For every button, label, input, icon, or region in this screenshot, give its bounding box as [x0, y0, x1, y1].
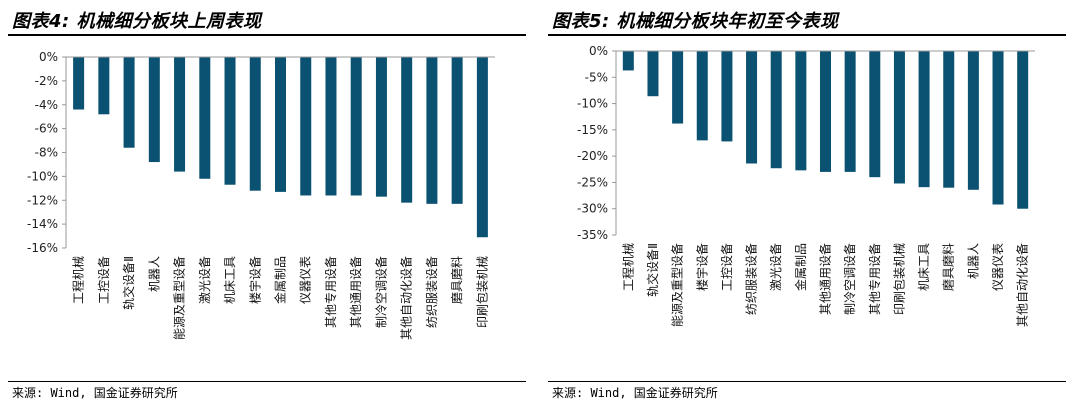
bar: [992, 51, 1004, 205]
right-source-note: 来源: Wind, 国金证券研究所: [552, 386, 718, 400]
bar: [98, 57, 110, 115]
y-tick-label: -30%: [577, 202, 608, 216]
y-tick-label: -2%: [35, 74, 58, 88]
y-tick-label: -35%: [577, 228, 608, 242]
bar: [647, 51, 659, 97]
right-source-rule: [548, 381, 1066, 382]
y-tick-label: -14%: [27, 217, 58, 231]
bar: [820, 51, 831, 172]
category-label: 轨交设备Ⅱ: [645, 243, 660, 297]
category-label: 激光设备: [198, 256, 212, 304]
bar: [148, 57, 160, 163]
category-label: 其他通用设备: [349, 256, 363, 328]
category-label: 机床工具: [917, 243, 931, 291]
category-label: 制冷空调设备: [843, 243, 857, 315]
category-label: 工控设备: [720, 243, 734, 291]
right-bar-chart: 0% -5% -10% -15% -20% -25% -30% -35% 工程机械 轨交设备Ⅱ 能源…: [577, 44, 1035, 327]
category-label: 仪器仪表: [991, 243, 1005, 291]
category-label: 金属制品: [273, 256, 288, 304]
bar: [426, 57, 438, 204]
category-label: 工程机械: [620, 243, 635, 291]
y-tick-label: 0%: [589, 44, 608, 58]
category-label: 激光设备: [769, 243, 783, 291]
bar: [174, 57, 186, 172]
left-chart-panel: 图表4: 机械细分板块上周表现 0% -2% -4% -6% -8% -10% -12% -1…: [8, 11, 526, 400]
category-label: 楼宇设备: [247, 256, 262, 304]
y-tick-label: -25%: [577, 175, 608, 189]
bar: [350, 57, 362, 196]
bar: [770, 51, 782, 169]
bar: [622, 51, 634, 71]
category-label: 机器人: [147, 256, 161, 292]
category-label: 其他专用设备: [323, 256, 338, 328]
category-label: 其他通用设备: [819, 243, 833, 315]
left-title-rule: [8, 34, 526, 36]
bar: [401, 57, 413, 203]
bar: [451, 57, 463, 204]
bar: [918, 51, 930, 188]
y-tick-label: -16%: [27, 241, 58, 255]
bar: [1017, 51, 1029, 209]
bar: [967, 51, 979, 190]
left-chart-title: 图表4: 机械细分板块上周表现: [12, 11, 262, 32]
right-chart-panel: 图表5: 机械细分板块年初至今表现 0% -5% -10% -15% -20% -25% -…: [540, 0, 1080, 405]
category-label: 制冷空调设备: [374, 256, 388, 328]
bar: [249, 57, 261, 191]
bar: [943, 51, 955, 188]
y-tick-label: -10%: [577, 97, 608, 111]
category-label: 楼宇设备: [694, 243, 709, 291]
category-label: 能源及重型设备: [671, 243, 685, 327]
y-tick-label: -15%: [577, 123, 608, 137]
y-tick-label: -8%: [35, 146, 58, 160]
category-label: 磨具磨料: [450, 256, 464, 304]
y-tick-label: -5%: [585, 70, 608, 84]
category-label: 机器人: [966, 243, 980, 279]
y-tick-label: 0%: [39, 50, 58, 64]
right-chart-title: 图表5: 机械细分板块年初至今表现: [552, 11, 839, 32]
category-label: 印刷包装机械: [891, 243, 906, 315]
y-tick-label: -20%: [577, 149, 608, 163]
bar: [199, 57, 211, 179]
left-source-rule: [8, 381, 526, 382]
category-label: 工程机械: [71, 256, 86, 304]
bar: [325, 57, 337, 196]
category-label: 轨交设备Ⅱ: [121, 256, 136, 310]
bar: [795, 51, 807, 171]
bar: [375, 57, 387, 197]
bar: [123, 57, 135, 148]
y-tick-label: -12%: [27, 193, 58, 207]
y-tick-label: -6%: [35, 122, 58, 136]
bar: [73, 57, 85, 110]
bar: [869, 51, 881, 178]
bar: [844, 51, 856, 172]
y-tick-label: -4%: [35, 98, 58, 112]
category-label: 其他自动化设备: [1016, 243, 1030, 327]
bar: [300, 57, 312, 196]
right-title-rule: [548, 34, 1066, 36]
bar: [275, 57, 286, 192]
category-label: 纺织服装设备: [425, 256, 439, 328]
bar: [721, 51, 733, 142]
left-source-note: 来源: Wind, 国金证券研究所: [12, 386, 178, 400]
bar: [224, 57, 236, 185]
category-label: 印刷包装机械: [474, 256, 489, 328]
category-label: 磨具磨料: [942, 243, 956, 291]
bar: [893, 51, 905, 184]
category-label: 工控设备: [97, 256, 111, 304]
category-label: 其他自动化设备: [400, 256, 414, 340]
y-tick-label: -10%: [27, 169, 58, 183]
category-label: 纺织服装设备: [745, 243, 759, 315]
category-label: 机床工具: [223, 256, 237, 304]
category-label: 其他专用设备: [867, 243, 882, 315]
category-label: 能源及重型设备: [173, 256, 187, 340]
bar: [476, 57, 488, 238]
bar: [746, 51, 758, 164]
bar: [696, 51, 708, 141]
bar: [672, 51, 684, 124]
category-label: 仪器仪表: [299, 256, 313, 304]
category-label: 金属制品: [793, 243, 808, 291]
left-bar-chart: 0% -2% -4% -6% -8% -10% -12% -14% -16% 工程机械 工控设备 轨交…: [27, 50, 495, 340]
